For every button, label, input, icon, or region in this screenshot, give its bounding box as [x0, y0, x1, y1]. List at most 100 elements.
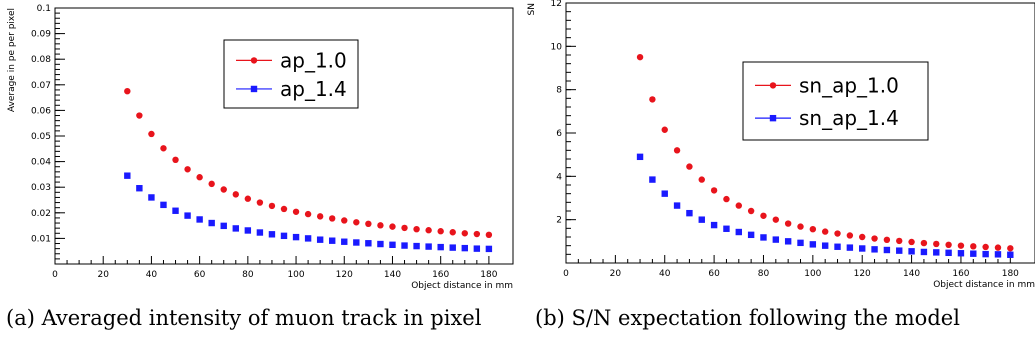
chart-1-ytick-label: 10	[551, 42, 563, 52]
chart-0-series-1-point	[244, 227, 252, 234]
chart-1-x-axis-title: Object distance in mm	[933, 280, 1035, 290]
chart-1-series-0-point	[747, 207, 755, 215]
chart-1-xtick-label: 180	[1002, 269, 1019, 279]
chart-0-series-1-point	[136, 185, 143, 192]
chart-1-series-1-point	[809, 241, 817, 248]
chart-1-xtick-label: 20	[610, 269, 622, 279]
chart-1-xtick-label: 60	[708, 269, 720, 279]
chart-1-legend-box	[742, 61, 929, 141]
chart-1-series-1-point	[1007, 251, 1014, 258]
chart-1-xtick-label: 40	[659, 269, 671, 279]
chart-0-series-1-point	[304, 235, 312, 242]
chart-1-series-1-point	[673, 202, 681, 209]
chart-0-ytick-label: 0.05	[31, 132, 51, 142]
chart-0-series-0-point	[280, 205, 288, 213]
chart-1-series-0-point	[1007, 245, 1014, 252]
chart-1-series-0-point	[710, 187, 718, 194]
chart-1-series-1-point	[735, 228, 742, 236]
chart-0-legend-box	[223, 39, 359, 109]
chart-0-ytick-label: 0.08	[31, 55, 51, 65]
chart-0-series-1-point	[256, 229, 264, 236]
chart-0-series-0-point	[292, 208, 300, 215]
chart-1-series-0-point	[994, 244, 1002, 251]
chart-1-ytick-label: 4	[556, 172, 562, 182]
chart-1-series-1-point	[945, 249, 952, 257]
chart-1-series-0-point	[784, 220, 792, 227]
chart-0-series-1-point	[292, 233, 300, 241]
chart-1-series-0-point	[661, 126, 668, 133]
chart-1-series-1-point	[846, 244, 854, 251]
chart-1-series-0-point	[846, 232, 854, 239]
chart-0-series-0-point	[449, 229, 456, 236]
chart-0-series-1-point	[208, 219, 215, 227]
chart-1-series-0-point	[933, 240, 940, 248]
chart-0-series-0-point	[389, 223, 396, 230]
chart-b-svg: 0 20 40 60 80 100 120 140 160 180 2 4 6 8 10 12 Object d…	[527, 0, 1035, 290]
caption-a: (a) Averaged intensity of muon track in …	[6, 306, 482, 330]
chart-0-legend-marker-0	[250, 57, 258, 64]
chart-1-series-1-point	[994, 251, 1002, 258]
chart-0-series-0-point	[425, 227, 432, 234]
caption-b: (b) S/N expectation following the model	[535, 306, 960, 330]
chart-0-xtick-label: 20	[97, 270, 109, 280]
chart-1-series-0-point	[797, 223, 804, 230]
chart-0-xtick-label: 100	[287, 270, 304, 280]
chart-1-series-1-point	[834, 243, 841, 250]
chart-1-series-0-point	[908, 238, 915, 246]
chart-0-series-1-point	[377, 240, 384, 248]
chart-0-xtick-label: 160	[432, 270, 449, 280]
chart-0-series-0-point	[196, 174, 203, 181]
chart-1-series-1-point	[649, 176, 656, 183]
chart-0-series-0-point	[220, 186, 227, 193]
chart-1-legend-label-1: sn_ap_1.4	[799, 106, 899, 130]
chart-0-xtick-label: 0	[52, 270, 58, 280]
chart-1-series-1-point	[784, 238, 792, 245]
chart-0-series-1-point	[353, 239, 360, 246]
chart-1-series-1-point	[883, 246, 891, 254]
chart-1-series-1-point	[797, 239, 804, 247]
chart-1-series-1-point	[821, 242, 829, 249]
chart-1-series-0-point	[970, 243, 977, 250]
chart-1-series-1-point	[636, 153, 644, 161]
chart-1-series-1-point	[957, 250, 965, 257]
chart-1-series-0-point	[686, 163, 693, 170]
chart-1-series-0-point	[982, 243, 989, 251]
chart-1-series-0-point	[698, 176, 705, 183]
chart-1-series-1-point	[871, 246, 878, 253]
chart-0-series-0-point	[136, 112, 143, 119]
chart-0-ytick-label: 0.1	[37, 4, 51, 14]
chart-0-series-1-point	[389, 241, 396, 248]
chart-1-xtick-label: 0	[563, 269, 569, 279]
chart-0-xtick-label: 180	[480, 270, 497, 280]
chart-1-xtick-label: 80	[758, 269, 770, 279]
chart-panel-a: 0 20 40 60 80 100 120 140 160 180 0.01 0.02 0.03 0.04…	[6, 4, 514, 330]
chart-0-series-1-point	[401, 242, 408, 249]
chart-1-series-0-point	[821, 228, 829, 235]
chart-0-series-1-point	[280, 232, 288, 240]
chart-1-series-1-point	[933, 249, 940, 256]
chart-0-ytick-label: 0.01	[31, 234, 51, 244]
chart-0-ytick-label: 0.03	[31, 183, 51, 193]
chart-0-series-0-point	[461, 230, 468, 237]
chart-1-xtick-label: 140	[903, 269, 920, 279]
chart-a-svg: 0 20 40 60 80 100 120 140 160 180 0.01 0.02 0.03 0.04…	[7, 4, 514, 291]
chart-1-series-1-point	[908, 248, 915, 255]
chart-1-ytick-label: 6	[556, 129, 562, 139]
chart-0-xtick-label: 80	[242, 270, 254, 280]
chart-0-series-1-point	[196, 216, 203, 223]
chart-1-series-0-point	[883, 236, 891, 244]
chart-0-legend-label-0: ap_1.0	[280, 48, 347, 72]
chart-1-y-axis-title: SN	[527, 3, 537, 15]
chart-0-ytick-label: 0.06	[31, 106, 51, 116]
chart-0-series-0-point	[401, 224, 408, 232]
chart-0-series-1-point	[268, 231, 276, 238]
chart-1-xtick-label: 100	[804, 269, 821, 279]
chart-0-series-1-point	[172, 207, 179, 214]
chart-1-series-0-point	[636, 53, 644, 61]
chart-1-legend-label-0: sn_ap_1.0	[799, 73, 899, 97]
chart-1-series-1-point	[896, 247, 903, 254]
chart-0-series-0-point	[208, 180, 215, 188]
chart-0-series-0-point	[485, 231, 493, 239]
chart-0-series-0-point	[124, 88, 131, 95]
chart-0-x-axis-title: Object distance in mm	[411, 281, 513, 291]
